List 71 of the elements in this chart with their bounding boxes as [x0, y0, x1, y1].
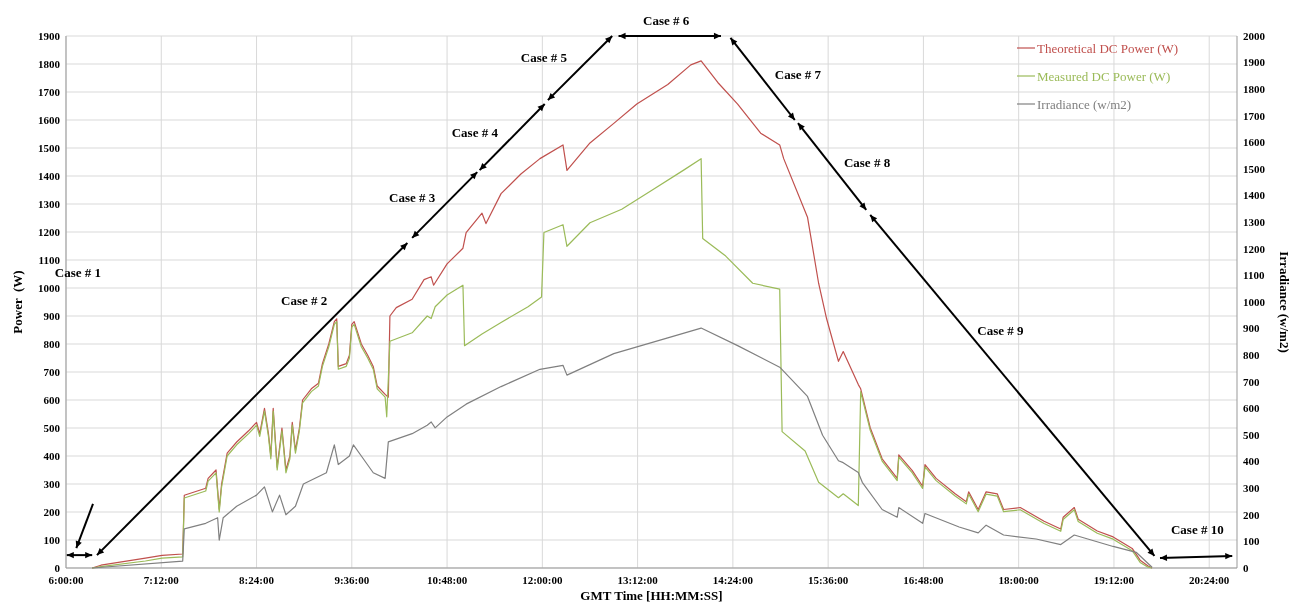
- x-tick-label: 16:48:00: [903, 574, 945, 586]
- y-tick-label: 1200: [38, 225, 61, 238]
- y2-tick-label: 600: [1243, 402, 1260, 415]
- y-tick-label: 1300: [38, 197, 61, 210]
- y2-tick-label: 1600: [1243, 136, 1266, 149]
- legend-label: Measured DC Power (W): [1037, 68, 1171, 84]
- annotation: Case # 9: [977, 322, 1025, 338]
- y-tick-label: 300: [43, 477, 61, 490]
- annotation: Case # 7: [774, 66, 822, 82]
- y2-tick-label: 100: [1243, 535, 1260, 548]
- x-tick-label: 12:00:00: [522, 574, 563, 586]
- x-tick-label: 15:36:00: [807, 574, 849, 586]
- line-series: [91, 327, 1153, 569]
- y-tick-label: 200: [43, 505, 61, 518]
- y-tick-label: 1600: [38, 113, 61, 126]
- y2-tick-label: 1700: [1243, 109, 1266, 122]
- y2-tick-label: 1000: [1243, 295, 1266, 308]
- annotation: Case # 4: [451, 125, 499, 141]
- y2-tick-label: 1800: [1243, 83, 1266, 96]
- y-tick-label: 1700: [38, 85, 61, 98]
- y-tick-label: 700: [43, 365, 61, 378]
- annotation: Case # 2: [281, 292, 328, 308]
- x-tick-label: 6:00:00: [48, 574, 84, 586]
- y-axis-title: Power (W): [10, 270, 25, 334]
- x-axis-title: GMT Time [HH:MM:SS]: [580, 588, 723, 603]
- x-tick-label: 18:00:00: [998, 574, 1040, 586]
- x-tick-label: 10:48:00: [426, 574, 468, 586]
- y2-tick-label: 800: [1243, 349, 1260, 362]
- y-tick-label: 800: [43, 337, 61, 350]
- y2-tick-label: 300: [1243, 482, 1260, 495]
- x-tick-label: 7:12:00: [143, 574, 180, 586]
- y2-tick-label: 1400: [1243, 189, 1266, 202]
- x-tick-label: 9:36:00: [334, 574, 370, 586]
- y2-tick-label: 1300: [1243, 216, 1266, 229]
- x-tick-label: 19:12:00: [1093, 574, 1135, 586]
- y2-tick-label: 2000: [1243, 29, 1266, 42]
- y-tick-label: 1100: [38, 253, 61, 266]
- y2-tick-label: 900: [1243, 322, 1260, 335]
- y2-tick-label: 1200: [1243, 242, 1266, 255]
- y-tick-label: 600: [43, 393, 61, 406]
- annotation: Case # 10: [1170, 522, 1224, 538]
- y2-tick-label: 500: [1243, 428, 1260, 441]
- y-tick-label: 100: [43, 533, 61, 546]
- y-tick-label: 500: [43, 421, 61, 434]
- annotation: Case # 3: [389, 189, 436, 205]
- y-tick-label: 1500: [38, 141, 61, 154]
- annotation: Case # 1: [54, 265, 102, 281]
- legend-label: Theoretical DC Power (W): [1037, 40, 1179, 56]
- annotation: Case # 5: [520, 49, 568, 65]
- y2-tick-label: 400: [1243, 455, 1260, 468]
- x-tick-label: 13:12:00: [617, 574, 659, 586]
- y2-tick-label: 700: [1243, 375, 1260, 388]
- text: Case # 6: [643, 12, 690, 28]
- y-tick-label: 1000: [38, 281, 61, 294]
- y-tick-label: 400: [43, 449, 61, 462]
- y-tick-label: 1900: [38, 29, 61, 42]
- x-tick-label: 20:24:00: [1189, 574, 1230, 586]
- y2-tick-label: 200: [1243, 508, 1260, 521]
- annotation: Case # 8: [843, 154, 891, 170]
- legend-label: Irradiance (w/m2): [1037, 96, 1132, 112]
- x-tick-label: 14:24:00: [712, 574, 754, 586]
- y-tick-label: 0: [54, 561, 61, 574]
- y2-tick-label: 1100: [1243, 269, 1265, 282]
- y-tick-label: 1800: [38, 57, 61, 70]
- y2-tick-label: 1900: [1243, 56, 1266, 69]
- y-tick-label: 900: [43, 309, 61, 322]
- y2-tick-label: 0: [1243, 561, 1249, 574]
- y2-axis-title: Irradiance (w/m2): [1277, 251, 1292, 353]
- x-tick-label: 8:24:00: [239, 574, 275, 586]
- y-tick-label: 1400: [38, 169, 61, 182]
- y2-tick-label: 1500: [1243, 162, 1266, 175]
